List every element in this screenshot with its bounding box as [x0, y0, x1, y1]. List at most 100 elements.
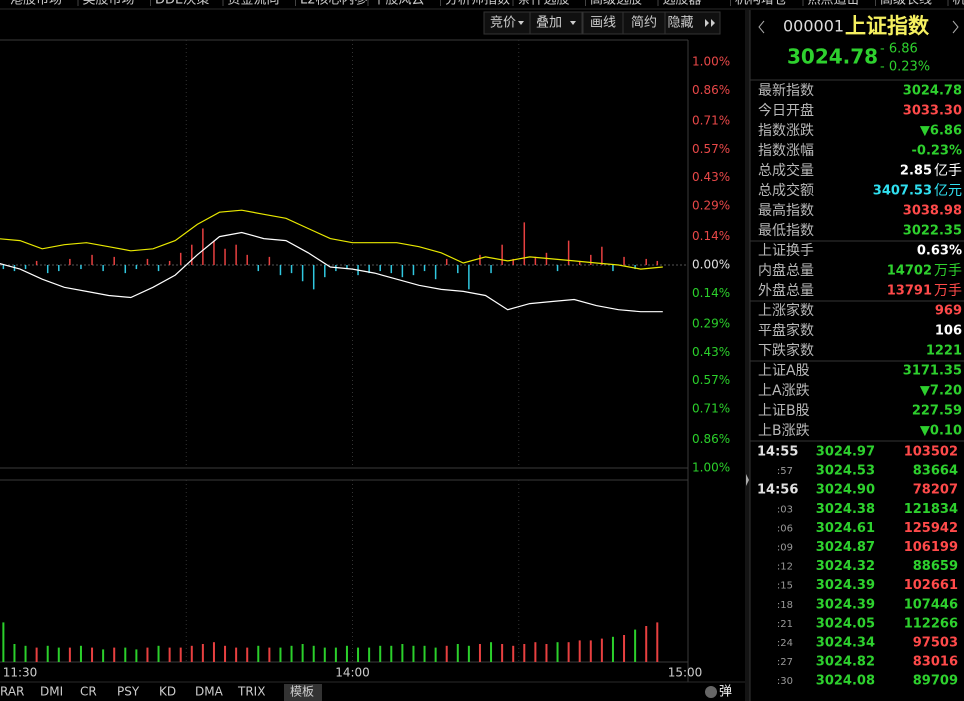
volume-bar	[578, 640, 581, 662]
x-tick-label: 11:30	[3, 666, 38, 680]
breadth-bar	[324, 265, 326, 278]
breadth-bar	[235, 244, 237, 265]
volume-bar	[611, 636, 614, 662]
breadth-bar	[457, 265, 459, 274]
next-icon[interactable]	[952, 20, 959, 34]
breadth-bar	[623, 256, 625, 265]
y-tick-label: 0.57%	[692, 142, 730, 156]
stat-label: 内盘总量	[758, 262, 814, 279]
volume-bar	[412, 645, 415, 662]
volume-bar	[24, 645, 27, 662]
dropdown-arrow	[570, 21, 576, 25]
volume-bar	[390, 645, 393, 662]
breadth-bar	[523, 222, 526, 265]
breadth-bar	[80, 265, 82, 270]
toolbar-button[interactable]	[664, 11, 721, 35]
volume-bar	[456, 644, 459, 662]
indicator-tab[interactable]: PSY	[117, 685, 140, 699]
tab-active-bg	[284, 684, 322, 701]
y-tick-label: 0.29%	[692, 199, 730, 213]
stat-value: 3038.98	[903, 204, 962, 219]
stat-label: 指数涨幅	[758, 143, 814, 159]
tick-price: 3024.97	[816, 445, 875, 460]
breadth-bar	[401, 265, 404, 278]
stat-label: 上证A股	[758, 363, 810, 379]
indicator-tab[interactable]: DMI	[40, 685, 63, 699]
menu-item[interactable]: 机构	[953, 0, 964, 8]
volume-bar	[523, 644, 526, 662]
breadth-bar	[590, 254, 592, 265]
stat-label: 今日开盘	[758, 102, 814, 119]
breadth-bar	[224, 248, 226, 265]
menu-item[interactable]: 高级长线	[880, 0, 932, 8]
tick-price: 3024.05	[816, 616, 875, 631]
menu-item[interactable]: 热点追击	[808, 0, 860, 8]
indicator-tab[interactable]: KD	[159, 685, 176, 699]
stat-label: 上B涨跌	[758, 423, 810, 439]
toolbar-label[interactable]: 画线	[590, 16, 616, 31]
tick-time: :12	[777, 562, 793, 573]
volume-bar	[290, 645, 293, 662]
volume-bar	[190, 645, 193, 662]
volume-bar	[124, 647, 127, 662]
breadth-bar	[379, 265, 381, 272]
menu-item[interactable]: 选股器	[663, 0, 702, 8]
stat-label: 上A涨跌	[758, 383, 810, 399]
volume-bar	[556, 642, 559, 662]
volume-bar	[46, 645, 49, 662]
toolbar-label[interactable]: 隐藏	[667, 16, 693, 31]
toolbar-label[interactable]: 竞价	[490, 15, 516, 31]
splitter-arrow[interactable]	[746, 474, 749, 486]
menu-item[interactable]: DDE决策	[155, 0, 209, 8]
toggle-icon[interactable]	[705, 686, 717, 698]
menu-item[interactable]: 高级选股	[590, 0, 642, 8]
volume-bar	[257, 645, 260, 662]
menu-item[interactable]: 个股风云	[373, 0, 425, 8]
volume-bar	[113, 647, 116, 662]
stat-label: 下跌家数	[758, 342, 814, 359]
y-tick-label: 0.43%	[692, 345, 730, 359]
volume-bar	[179, 647, 182, 662]
indicator-tab[interactable]: RAR	[0, 685, 24, 699]
menu-item[interactable]: L2核心内参	[300, 0, 368, 8]
menu-item[interactable]: 美股市场	[83, 0, 135, 8]
volume-bar	[2, 622, 5, 662]
toolbar-label[interactable]: 简约	[631, 15, 657, 31]
menu-item[interactable]: 机构增仓	[735, 0, 787, 8]
tick-time: :09	[777, 543, 793, 554]
menu-item[interactable]: 资金流向	[228, 0, 280, 8]
tick-volume: 88659	[913, 559, 958, 574]
tick-volume: 83664	[913, 464, 958, 479]
volume-bar	[345, 645, 348, 662]
volume-bar	[445, 645, 448, 662]
menu-item[interactable]: 条件选股	[518, 0, 570, 8]
intraday-chart	[0, 40, 688, 662]
menu-item[interactable]: 分析师指数	[445, 0, 510, 8]
indicator-tab[interactable]: 模板	[290, 685, 314, 699]
toolbar-button[interactable]	[529, 11, 583, 35]
indicator-tab[interactable]: TRIX	[237, 685, 265, 699]
indicator-tab[interactable]: CR	[80, 685, 97, 699]
volume-bar	[434, 647, 437, 662]
popup-toggle[interactable]: 弹	[719, 685, 732, 700]
x-tick-label: 14:00	[335, 666, 370, 680]
tick-volume: 103502	[904, 445, 958, 460]
breadth-bar	[445, 258, 448, 265]
breadth-bar	[135, 265, 138, 270]
volume-bar	[301, 644, 304, 662]
stat-label: 最新指数	[758, 83, 814, 99]
prev-icon[interactable]	[758, 20, 765, 34]
splitter[interactable]	[745, 10, 750, 701]
volume-bar	[201, 644, 204, 662]
expand-icon	[705, 19, 715, 27]
y-tick-label: 0.14%	[692, 229, 730, 243]
toolbar-label[interactable]: 叠加	[536, 16, 562, 31]
menu-item[interactable]: 港股市场	[10, 0, 62, 8]
tick-time: :15	[777, 581, 793, 592]
indicator-tab[interactable]: DMA	[195, 685, 224, 699]
tick-price: 3024.53	[816, 464, 875, 479]
volume-bar	[357, 647, 360, 662]
y-tick-label: 0.86%	[692, 83, 730, 97]
stat-label: 平盘家数	[758, 322, 814, 339]
breadth-bar	[91, 254, 93, 265]
